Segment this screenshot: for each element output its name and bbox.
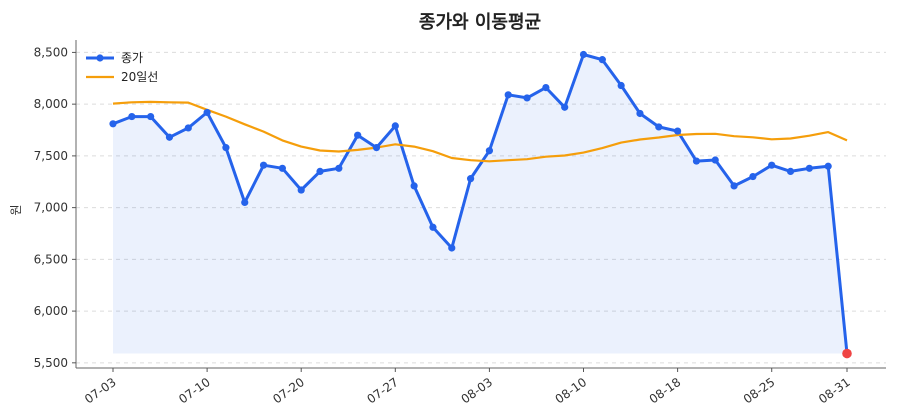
y-tick-label: 7,500	[34, 149, 68, 163]
chart-title: 종가와 이동평균	[419, 12, 541, 33]
data-point	[165, 133, 174, 141]
y-tick-label: 7,000	[34, 201, 68, 215]
y-tick-labels: 5,500 6,000 6,500 7,000 7,500 8,000 8,500	[34, 45, 76, 370]
series-line-0	[112, 53, 849, 354]
last-data-point	[842, 348, 852, 359]
data-point	[579, 50, 588, 59]
data-point	[297, 186, 305, 194]
data-point	[278, 164, 286, 172]
data-point	[824, 162, 832, 170]
y-tick-label: 6,000	[34, 304, 68, 318]
legend-marker	[96, 54, 104, 62]
x-tick-label: 08-18	[647, 375, 684, 406]
data-point	[786, 167, 795, 176]
data-point	[636, 109, 644, 118]
x-tick-label: 08-25	[741, 375, 778, 406]
data-point	[674, 127, 682, 135]
legend-label: 종가	[121, 51, 143, 65]
data-point	[730, 182, 738, 190]
series-line-1	[112, 100, 848, 163]
x-tick-label: 07-10	[176, 375, 213, 406]
data-point	[523, 94, 531, 102]
data-point	[335, 164, 343, 172]
data-point	[598, 56, 606, 64]
data-point	[561, 103, 569, 111]
data-point	[391, 122, 399, 130]
y-axis-label: 원	[9, 204, 23, 215]
x-tick-label: 08-31	[816, 375, 853, 406]
data-point	[184, 124, 192, 132]
y-tick-label: 8,000	[34, 97, 68, 111]
data-point	[504, 91, 512, 99]
x-tick-label: 08-10	[553, 375, 590, 406]
series-lines	[112, 53, 849, 354]
area-fills	[113, 54, 847, 354]
data-point	[203, 108, 211, 117]
data-point	[655, 123, 663, 131]
data-point	[805, 164, 813, 172]
series-area-0	[113, 54, 847, 354]
data-point	[692, 157, 701, 165]
data-point	[466, 175, 475, 183]
y-tick-label: 5,500	[34, 356, 68, 370]
data-point	[768, 161, 776, 169]
legend: 종가 20일선	[86, 51, 158, 84]
data-point	[109, 120, 117, 128]
data-point	[711, 156, 719, 164]
data-point	[749, 172, 757, 181]
x-tick-labels: 07-03 07-10 07-20 07-27 08-03 08-10 08-18 08-25…	[82, 368, 853, 406]
grid	[76, 51, 886, 364]
data-point	[617, 81, 625, 90]
y-tick-label: 8,500	[34, 45, 68, 59]
axes	[75, 40, 886, 369]
data-point	[241, 198, 249, 207]
data-point	[542, 83, 550, 92]
data-point	[147, 112, 155, 121]
x-tick-label: 07-20	[270, 375, 307, 406]
legend-label: 20일선	[121, 70, 158, 84]
data-point	[448, 244, 456, 252]
data-point	[259, 161, 268, 169]
data-point	[316, 167, 324, 176]
data-point	[429, 223, 437, 231]
data-point	[410, 182, 418, 190]
y-tick-label: 6,500	[34, 252, 68, 266]
data-point	[354, 131, 362, 139]
data-point	[485, 147, 494, 155]
x-tick-label: 07-03	[82, 375, 119, 406]
data-points	[109, 50, 852, 359]
data-point	[128, 112, 136, 121]
data-point	[372, 144, 381, 152]
x-tick-label: 07-27	[364, 375, 401, 406]
data-point	[222, 144, 230, 152]
x-tick-label: 08-03	[459, 375, 496, 406]
